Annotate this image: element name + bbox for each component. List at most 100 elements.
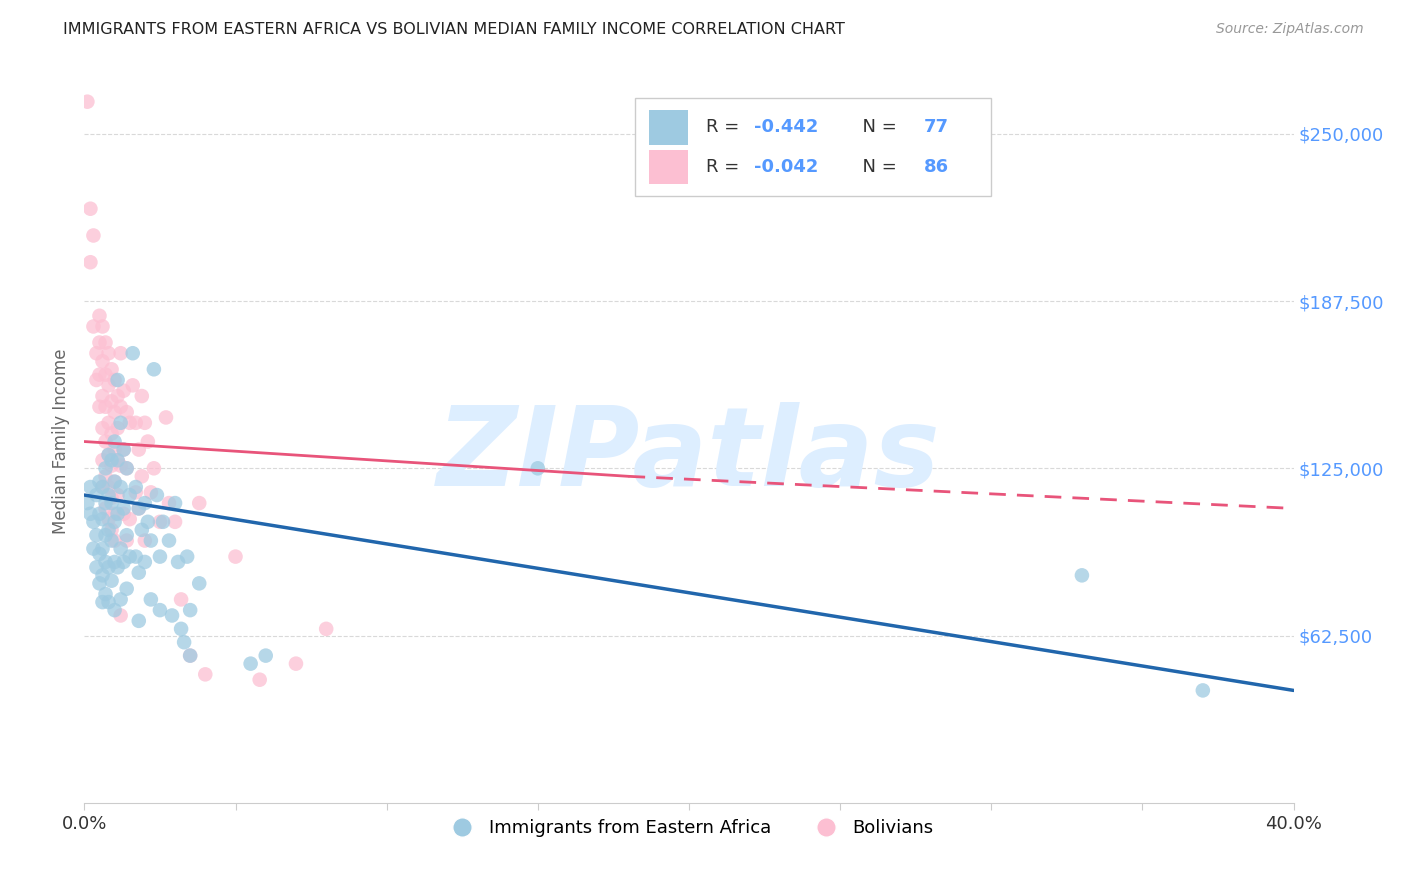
Point <box>94 368 117 382</box>
Point <box>149 549 172 564</box>
Point <box>104 515 127 529</box>
Text: R =: R = <box>706 119 745 136</box>
Point <box>97 448 120 462</box>
Point <box>170 592 193 607</box>
Point <box>104 603 127 617</box>
Point <box>82 228 104 243</box>
Point <box>91 354 114 368</box>
Point <box>97 523 120 537</box>
Point <box>285 657 308 671</box>
Point <box>91 480 114 494</box>
Point <box>121 346 143 360</box>
Point <box>118 488 141 502</box>
Text: N =: N = <box>851 158 903 176</box>
Text: N =: N = <box>851 119 903 136</box>
Point <box>91 421 114 435</box>
Point <box>100 491 122 505</box>
Point <box>97 595 120 609</box>
Point <box>179 648 201 663</box>
Point <box>179 603 201 617</box>
Bar <box>650 150 688 185</box>
Point <box>86 373 108 387</box>
Point <box>110 480 132 494</box>
Point <box>82 515 104 529</box>
Point <box>107 421 129 435</box>
Point <box>139 592 162 607</box>
Point <box>125 416 148 430</box>
Point <box>128 442 150 457</box>
Point <box>112 501 135 516</box>
Point <box>112 555 135 569</box>
Text: IMMIGRANTS FROM EASTERN AFRICA VS BOLIVIAN MEDIAN FAMILY INCOME CORRELATION CHAR: IMMIGRANTS FROM EASTERN AFRICA VS BOLIVI… <box>63 22 845 37</box>
Point <box>115 528 138 542</box>
Point <box>97 416 120 430</box>
Point <box>104 475 127 489</box>
Point <box>89 309 111 323</box>
Point <box>104 405 127 419</box>
Point <box>79 202 101 216</box>
Text: -0.042: -0.042 <box>754 158 818 176</box>
Point <box>100 426 122 441</box>
Point <box>110 458 132 473</box>
Point <box>110 346 132 360</box>
Point <box>97 346 120 360</box>
Point <box>107 389 129 403</box>
Point <box>97 378 120 392</box>
Point <box>89 507 111 521</box>
Y-axis label: Median Family Income: Median Family Income <box>52 349 70 534</box>
Point <box>89 368 111 382</box>
Point <box>131 523 153 537</box>
Point <box>142 362 165 376</box>
Point <box>94 496 117 510</box>
Point <box>104 533 127 548</box>
Point <box>91 389 114 403</box>
Point <box>115 461 138 475</box>
Text: -0.442: -0.442 <box>754 119 818 136</box>
Point <box>155 410 177 425</box>
Point <box>94 469 117 483</box>
Point <box>157 533 180 548</box>
Point <box>94 555 117 569</box>
Point <box>136 434 159 449</box>
Legend: Immigrants from Eastern Africa, Bolivians: Immigrants from Eastern Africa, Bolivian… <box>437 812 941 845</box>
Point <box>100 523 122 537</box>
Point <box>125 485 148 500</box>
Point <box>94 335 117 350</box>
Point <box>121 378 143 392</box>
Point <box>131 469 153 483</box>
Point <box>91 319 114 334</box>
Point <box>249 673 271 687</box>
Point <box>118 549 141 564</box>
Point <box>94 587 117 601</box>
Point <box>188 576 211 591</box>
Point <box>94 501 117 516</box>
Point <box>128 566 150 580</box>
Point <box>104 442 127 457</box>
Point <box>82 319 104 334</box>
Point <box>104 434 127 449</box>
Point <box>315 622 337 636</box>
Point <box>225 549 247 564</box>
Point <box>152 515 174 529</box>
Point <box>1192 683 1215 698</box>
Point <box>107 507 129 521</box>
Text: 77: 77 <box>924 119 949 136</box>
Point <box>110 592 132 607</box>
Point <box>146 488 169 502</box>
Point <box>79 507 101 521</box>
Point <box>89 400 111 414</box>
Point <box>1071 568 1094 582</box>
Point <box>94 434 117 449</box>
Point <box>149 603 172 617</box>
Point <box>188 496 211 510</box>
Point <box>112 384 135 398</box>
Point <box>107 488 129 502</box>
FancyBboxPatch shape <box>634 98 991 196</box>
Point <box>91 541 114 556</box>
Point <box>118 512 141 526</box>
Point <box>91 568 114 582</box>
Point <box>131 389 153 403</box>
Point <box>110 400 132 414</box>
Point <box>86 560 108 574</box>
Point <box>89 576 111 591</box>
